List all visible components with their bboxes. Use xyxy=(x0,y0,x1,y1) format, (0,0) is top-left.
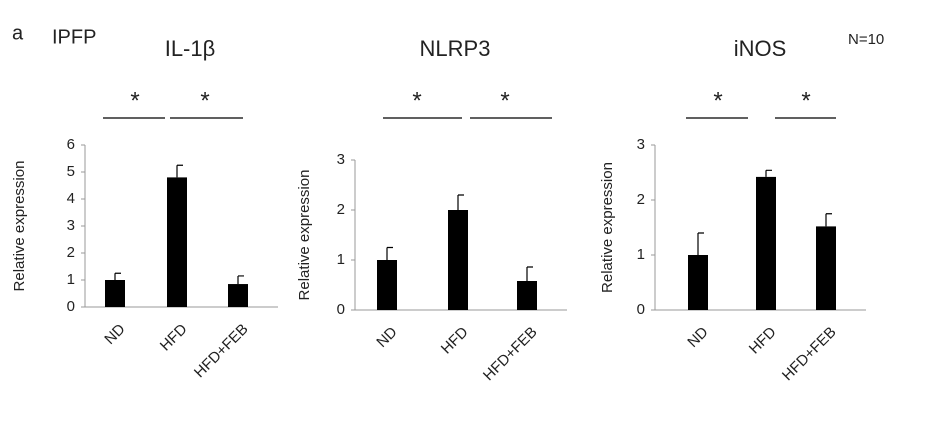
error-bar xyxy=(825,213,832,227)
significance-star: * xyxy=(713,87,722,114)
y-tick-label: 2 xyxy=(337,201,345,218)
y-tick-label: 0 xyxy=(637,301,645,318)
sample-size: N=10 xyxy=(848,31,884,48)
y-tick-label: 3 xyxy=(67,217,75,234)
significance-star: * xyxy=(801,87,810,114)
significance-star: * xyxy=(500,87,509,114)
error-bar xyxy=(176,164,183,178)
bar xyxy=(228,284,248,307)
chart-title: IL-1β xyxy=(165,36,216,61)
y-tick-label: 5 xyxy=(67,163,75,180)
y-axis-label: Relative expression xyxy=(11,161,28,292)
error-bar xyxy=(457,194,464,210)
y-axis-label: Relative expression xyxy=(296,170,313,301)
y-tick-label: 4 xyxy=(67,190,75,207)
bar xyxy=(105,280,125,307)
bar xyxy=(377,260,397,310)
bar xyxy=(756,176,776,310)
bar xyxy=(816,226,836,310)
panel-label: a xyxy=(12,22,24,44)
bar xyxy=(688,255,708,310)
y-tick-label: 1 xyxy=(637,246,645,263)
chart-title: NLRP3 xyxy=(420,36,491,61)
bar xyxy=(517,281,537,310)
bar xyxy=(448,210,468,310)
significance-star: * xyxy=(200,87,209,114)
y-tick-label: 1 xyxy=(337,251,345,268)
error-bar xyxy=(765,169,772,177)
significance-star: * xyxy=(130,87,139,114)
y-tick-label: 3 xyxy=(637,136,645,153)
bar xyxy=(167,177,187,307)
error-bar xyxy=(114,272,121,280)
y-tick-label: 3 xyxy=(337,151,345,168)
chart-title: iNOS xyxy=(734,36,787,61)
error-bar xyxy=(697,232,704,255)
y-tick-label: 2 xyxy=(637,191,645,208)
y-tick-label: 0 xyxy=(67,298,75,315)
y-tick-label: 0 xyxy=(337,301,345,318)
y-tick-label: 1 xyxy=(67,271,75,288)
error-bar xyxy=(526,266,533,281)
significance-star: * xyxy=(412,87,421,114)
y-tick-label: 6 xyxy=(67,136,75,153)
tissue-label: IPFP xyxy=(52,26,96,48)
y-tick-label: 2 xyxy=(67,244,75,261)
error-bar xyxy=(237,275,244,285)
error-bar xyxy=(386,246,393,260)
y-axis-label: Relative expression xyxy=(599,162,616,293)
